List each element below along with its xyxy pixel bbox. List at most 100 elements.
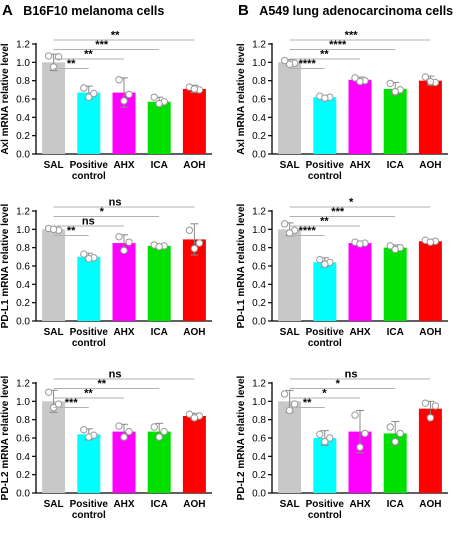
data-point [150, 423, 158, 431]
y-axis-label: Axl mRNA relative level [236, 43, 247, 155]
x-tick-label: ICA [387, 160, 404, 171]
data-point [190, 85, 199, 93]
bar-1 [77, 92, 101, 154]
bar-1 [313, 262, 337, 321]
data-point [150, 93, 158, 101]
y-tick-label: 0.8 [252, 76, 266, 87]
y-tick-label: 1.2 [16, 207, 30, 218]
x-tick-label: ICA [151, 327, 168, 338]
data-point [316, 430, 324, 439]
x-tick-label: ICA [151, 499, 168, 510]
bar-4 [182, 239, 206, 321]
significance-label: *** [331, 206, 345, 218]
y-tick-label: 0.0 [252, 489, 266, 500]
data-point [80, 84, 88, 92]
data-point [285, 406, 294, 415]
y-tick-label: 0.6 [16, 262, 30, 273]
bar-2 [112, 431, 136, 493]
y-tick-label: 0.4 [252, 280, 266, 291]
data-point [185, 410, 194, 418]
bar-2 [112, 243, 136, 321]
data-point [391, 245, 399, 254]
data-point [49, 63, 58, 71]
data-point [190, 244, 199, 253]
data-point [120, 97, 128, 105]
chart-A-axl: 0.0 0.2 0.4 0.6 0.8 1.0 1.2 Axl mRNA relative l… [0, 30, 212, 182]
bar-2 [348, 79, 372, 154]
bar-4 [418, 241, 442, 321]
data-point [356, 77, 364, 86]
y-tick-label: 0.6 [252, 95, 266, 106]
x-tick-label: Positive [306, 327, 345, 338]
bar-4 [418, 408, 442, 493]
bar-0 [278, 62, 302, 155]
y-tick-label: 0.2 [252, 298, 266, 309]
significance-label: *** [65, 397, 79, 409]
data-point [155, 99, 163, 108]
data-point [155, 433, 163, 441]
significance-label: *** [345, 30, 359, 42]
data-point [280, 56, 289, 65]
significance-label: * [349, 197, 354, 209]
x-tick-label: control [72, 510, 106, 521]
data-point [426, 238, 435, 246]
bar-0 [278, 401, 302, 493]
data-point [160, 427, 168, 436]
data-point [356, 443, 364, 451]
bar-1 [313, 97, 337, 154]
panel-b-letter: B [238, 2, 249, 19]
x-tick-label: ICA [387, 499, 404, 510]
data-point [285, 60, 294, 68]
significance-label: ns [345, 369, 358, 381]
y-tick-label: 0.4 [252, 113, 266, 124]
x-tick-label: SAL [280, 499, 300, 510]
data-point [185, 226, 194, 234]
x-tick-label: SAL [280, 160, 300, 171]
y-tick-label: 1.2 [252, 207, 266, 218]
chart-B-pdl1: 0.0 0.2 0.4 0.6 0.8 1.0 1.2 PD-L1 mRNA relative… [236, 197, 448, 349]
x-tick-label: AHX [113, 499, 134, 510]
data-point [115, 422, 123, 430]
bar-0 [42, 401, 66, 493]
bar-3 [147, 101, 171, 154]
data-point [190, 414, 199, 422]
significance-label: ** [67, 58, 76, 70]
y-tick-label: 0.0 [16, 489, 30, 500]
significance-label: ** [320, 216, 329, 228]
data-point [125, 427, 133, 436]
significance-label: **** [329, 39, 347, 51]
y-tick-label: 1.2 [252, 379, 266, 390]
bar-2 [348, 243, 372, 321]
bar-2 [348, 431, 372, 493]
data-point [120, 246, 128, 255]
x-tick-label: AHX [349, 499, 370, 510]
x-tick-label: Positive [70, 160, 109, 171]
data-point [90, 89, 98, 98]
y-tick-label: 1.2 [252, 40, 266, 51]
data-point [280, 390, 289, 398]
y-tick-label: 1.0 [16, 58, 30, 69]
significance-label: * [336, 378, 341, 390]
y-axis-label: PD-L2 mRNA relative level [0, 375, 11, 500]
data-point [125, 238, 133, 246]
data-point [386, 242, 394, 250]
data-point [44, 52, 53, 60]
data-point [421, 73, 430, 81]
significance-label: **** [299, 58, 317, 70]
y-axis-label: Axl mRNA relative level [0, 43, 11, 155]
panel-a-title: B16F10 melanoma cells [23, 4, 165, 18]
data-point [356, 240, 364, 248]
panel-a-header: A B16F10 melanoma cells [2, 2, 164, 20]
y-tick-label: 1.0 [16, 397, 30, 408]
significance-label: ** [67, 225, 76, 237]
x-tick-label: AOH [419, 160, 441, 171]
data-point [80, 250, 88, 258]
bar-3 [383, 247, 407, 321]
y-tick-label: 1.2 [16, 40, 30, 51]
y-axis-label: PD-L1 mRNA relative level [0, 203, 11, 328]
bar-3 [147, 245, 171, 321]
x-tick-label: Positive [70, 327, 109, 338]
significance-label: ** [320, 49, 329, 61]
x-tick-label: ICA [387, 327, 404, 338]
